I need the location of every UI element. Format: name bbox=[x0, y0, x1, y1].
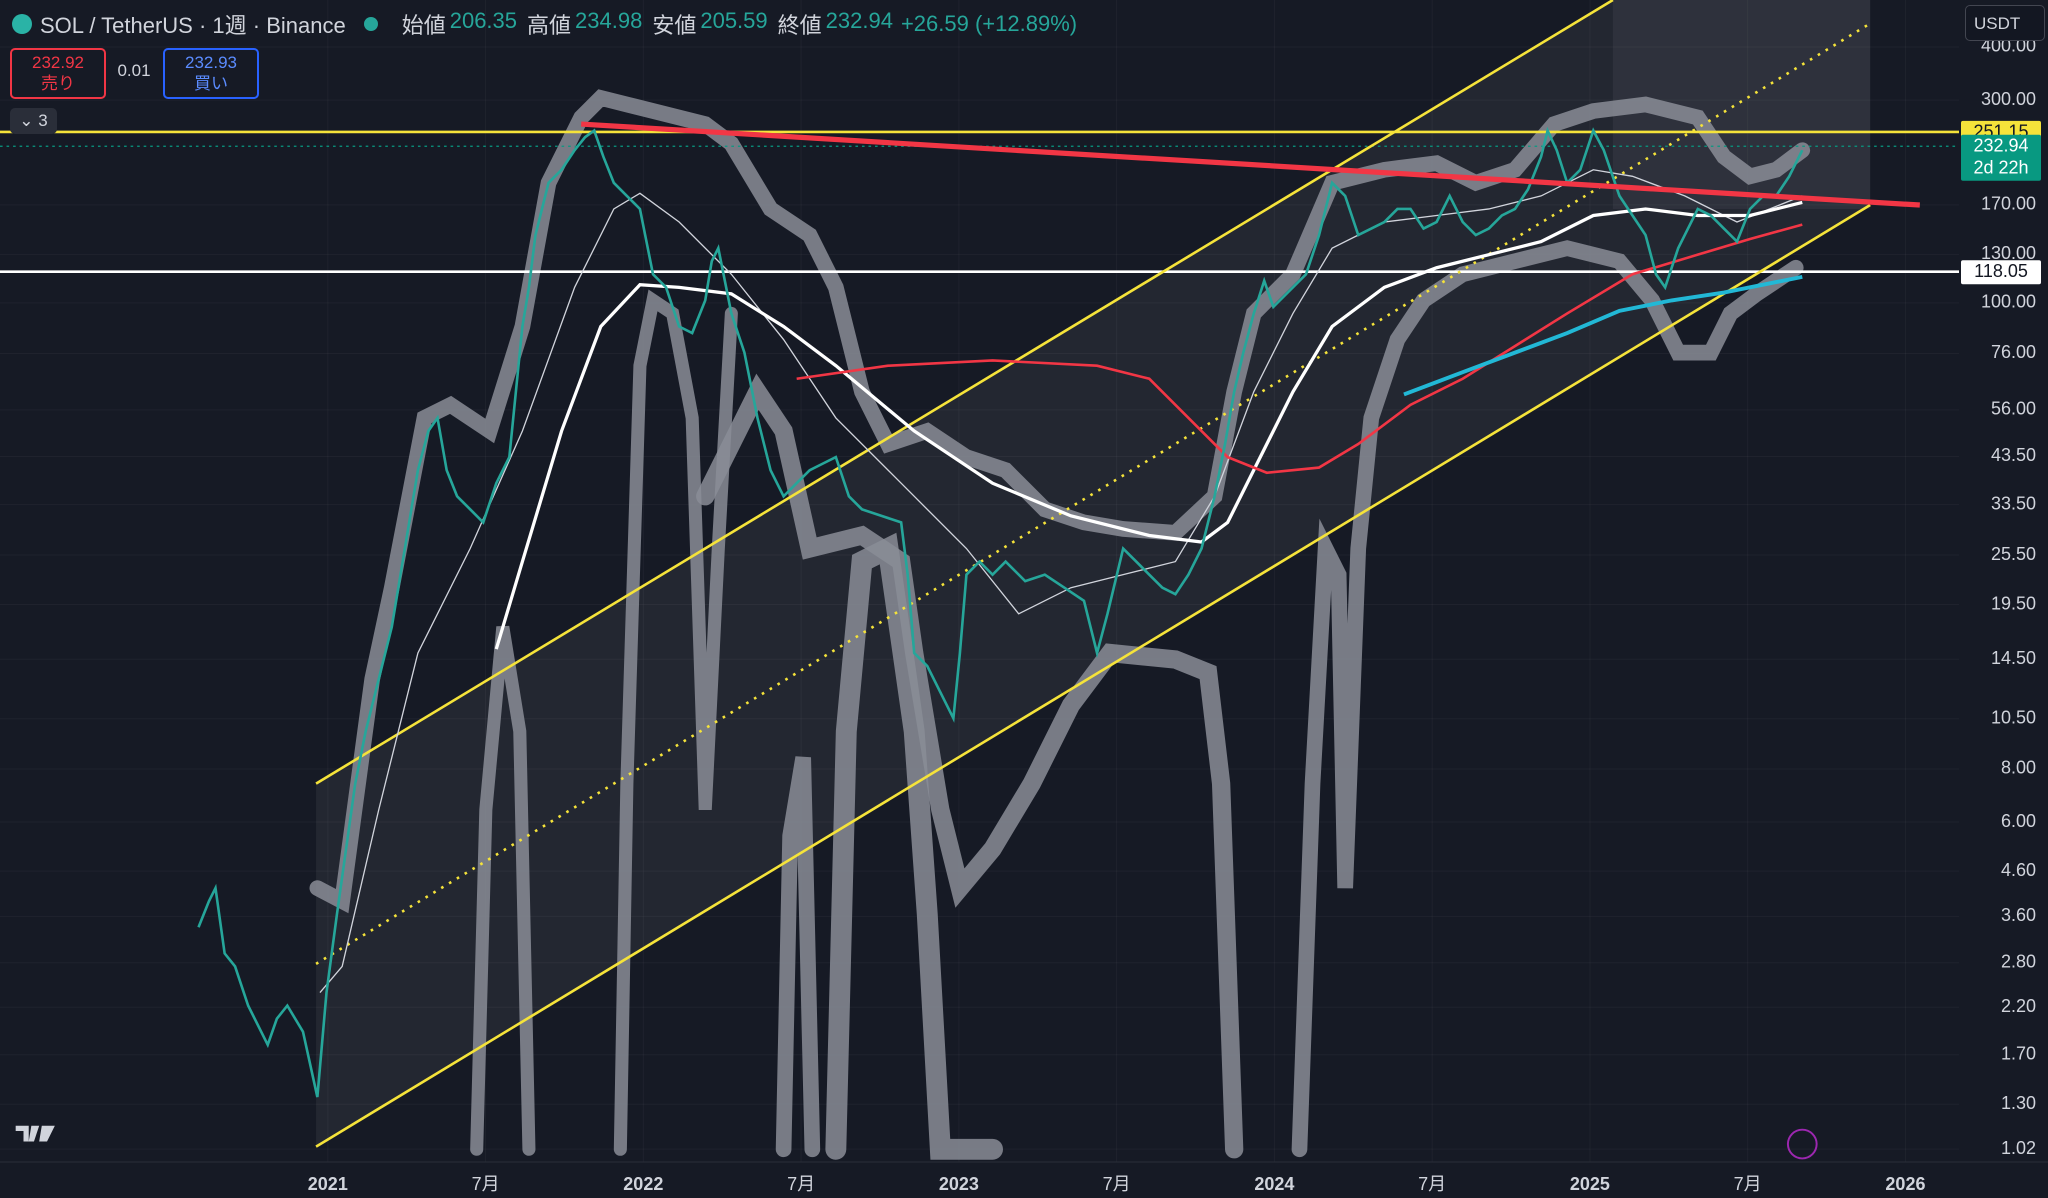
price-tag bbox=[1961, 260, 2041, 285]
y-tick-label: 1.02 bbox=[2001, 1138, 2036, 1158]
price-tag-sub: 2d 22h bbox=[1973, 158, 2028, 178]
x-tick-label: 7月 bbox=[472, 1174, 500, 1194]
y-tick-label: 10.50 bbox=[1991, 708, 2036, 728]
sell-button[interactable]: 232.92 売り bbox=[10, 48, 106, 99]
x-tick-label: 7月 bbox=[1734, 1174, 1762, 1194]
y-tick-label: 43.50 bbox=[1991, 445, 2036, 465]
buy-price: 232.93 bbox=[185, 53, 237, 72]
price bbox=[197, 126, 1804, 1098]
y-tick-label: 8.00 bbox=[2001, 758, 2036, 778]
y-tick-label: 4.60 bbox=[2001, 860, 2036, 880]
x-tick-label: 2026 bbox=[1885, 1174, 1925, 1194]
price-axis-bg bbox=[1959, 0, 2048, 1163]
x-tick-label: 7月 bbox=[1418, 1174, 1446, 1194]
sell-price: 232.92 bbox=[32, 53, 84, 72]
symbol-icon bbox=[12, 14, 32, 34]
x-tick-label: 2025 bbox=[1570, 1174, 1610, 1194]
time-axis: 2021 7月 2022 7月 2023 7月 2024 7月 2025 7月 2026 bbox=[0, 1161, 2048, 1194]
channel-lower bbox=[315, 203, 1871, 1148]
y-tick-label: 1.70 bbox=[2001, 1044, 2036, 1064]
y-tick-label: 25.50 bbox=[1991, 544, 2036, 564]
price-tag-label: 232.94 bbox=[1973, 136, 2028, 156]
y-tick-label: 1.30 bbox=[2001, 1093, 2036, 1113]
ohlc-label: 高値 bbox=[527, 13, 572, 38]
y-tick-label: 130.00 bbox=[1981, 243, 2036, 263]
ohlc-value: 206.35 bbox=[449, 8, 518, 33]
channel-upper bbox=[315, 0, 1614, 785]
ohlc-value: 234.98 bbox=[575, 8, 643, 33]
y-tick-label: 2.20 bbox=[2001, 996, 2036, 1016]
currency-button[interactable]: USDT bbox=[1965, 5, 2045, 41]
y-tick-label: 14.50 bbox=[1991, 648, 2036, 668]
x-tick-label: 2022 bbox=[623, 1174, 663, 1194]
resistance-line bbox=[581, 121, 1920, 208]
logo bbox=[15, 1125, 55, 1142]
y-tick-label: 170.00 bbox=[1981, 194, 2036, 214]
ohlc-value: 232.94 bbox=[825, 8, 893, 33]
spread: 0.01 bbox=[117, 61, 151, 80]
buy-label: 買い bbox=[194, 74, 228, 93]
y-tick-label: 33.50 bbox=[1991, 493, 2036, 513]
indicator-toggle[interactable]: ⌄ 3 bbox=[10, 108, 57, 134]
y-tick-label: 3.60 bbox=[2001, 905, 2036, 925]
y-tick-label: 100.00 bbox=[1981, 292, 2036, 312]
x-tick-label: 2023 bbox=[939, 1174, 979, 1194]
indicator-count: 3 bbox=[38, 111, 48, 130]
moving-averages bbox=[319, 169, 1803, 993]
ohlc-label: 安値 bbox=[652, 13, 697, 38]
y-tick-label: 19.50 bbox=[1991, 593, 2036, 613]
y-tick-label: 6.00 bbox=[2001, 811, 2036, 831]
buy-button[interactable]: 232.93 買い bbox=[163, 48, 259, 99]
price-tag-label: 118.05 bbox=[1974, 261, 2028, 281]
channel-fill bbox=[316, 0, 1871, 1147]
channel-mid bbox=[315, 22, 1871, 965]
ohlc-label: 終値 bbox=[777, 13, 822, 38]
change: +26.59 (+12.89%) bbox=[900, 11, 1078, 36]
price-axis: 400.00300.00170.00130.00100.0076.0056.00… bbox=[1981, 36, 2036, 1158]
header: SOL / TetherUS · 1週 · Binance 始値 206.35 高値… bbox=[12, 8, 1077, 40]
x-tick-label: 2024 bbox=[1254, 1174, 1294, 1194]
status-dot bbox=[363, 17, 378, 31]
x-tick-label: 2021 bbox=[308, 1174, 348, 1194]
y-tick-label: 76.00 bbox=[1991, 342, 2036, 362]
sell-label: 売り bbox=[41, 74, 75, 93]
alert-icon[interactable] bbox=[1786, 1128, 1818, 1160]
y-tick-label: 56.00 bbox=[1991, 399, 2036, 419]
y-tick-label: 2.80 bbox=[2001, 951, 2036, 971]
ohlc-label: 始値 bbox=[401, 13, 446, 38]
x-tick-label: 7月 bbox=[1103, 1174, 1131, 1194]
ohlc-value: 205.59 bbox=[700, 8, 768, 33]
y-tick-label: 300.00 bbox=[1981, 89, 2036, 109]
price-tag bbox=[1961, 134, 2041, 181]
x-tick-label: 7月 bbox=[787, 1174, 815, 1194]
symbol: SOL / TetherUS · 1週 · Binance bbox=[40, 13, 346, 38]
drawings bbox=[0, 0, 2048, 1163]
ohlc: 始値 206.35 高値 234.98 安値 205.59 終値 232.94 bbox=[396, 8, 893, 40]
